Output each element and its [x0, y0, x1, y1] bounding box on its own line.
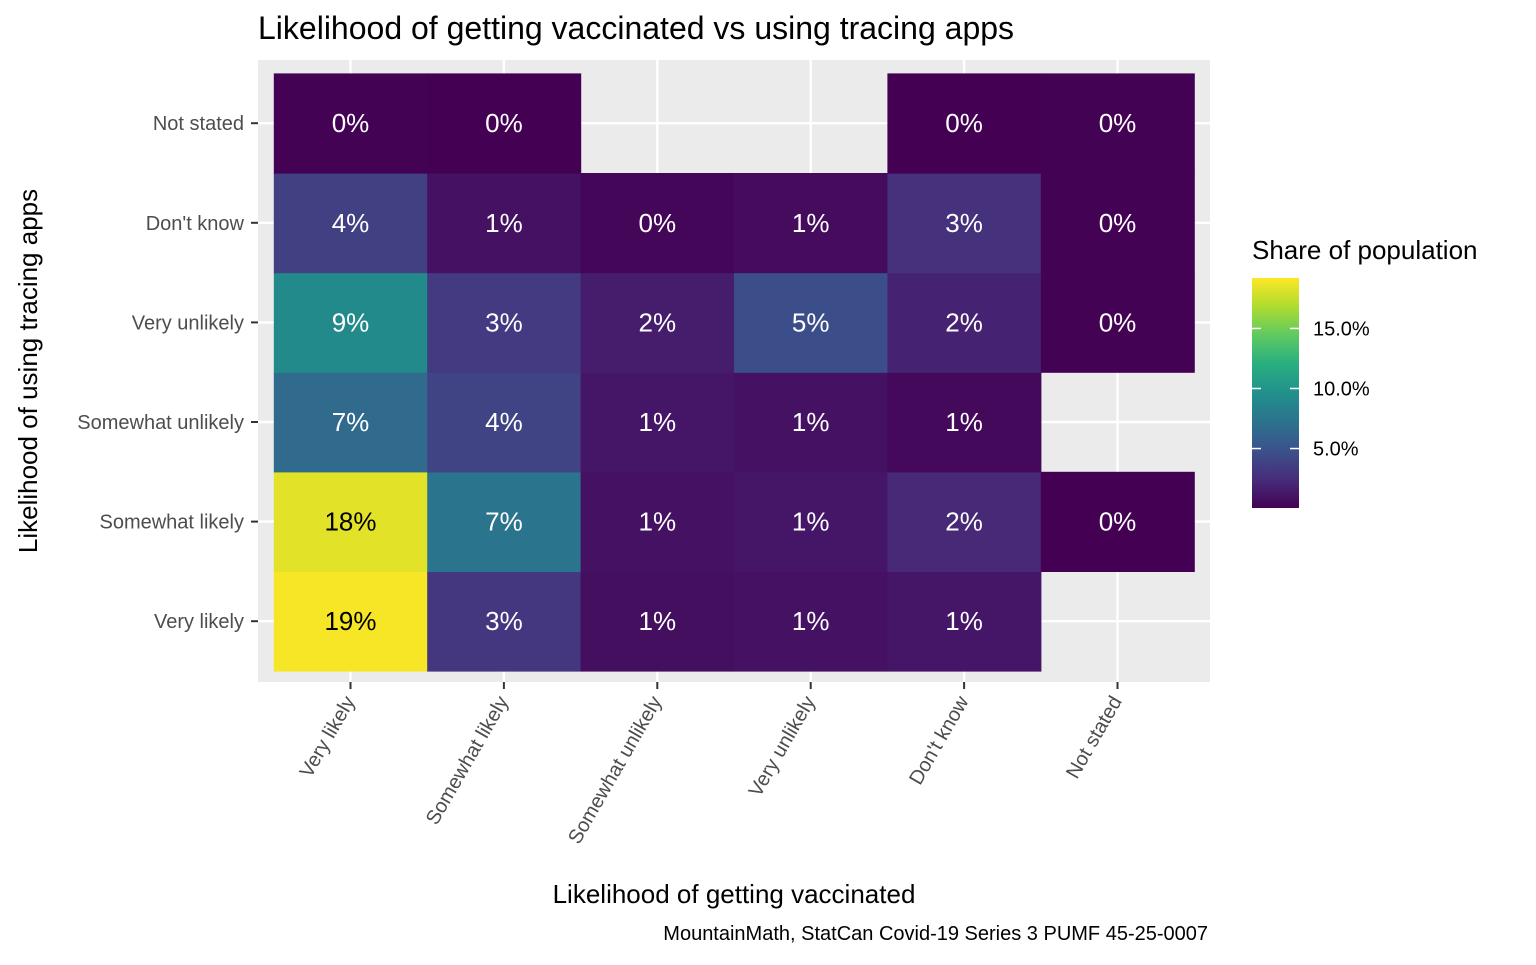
y-axis: Very likely Somewhat likely Somewhat unlik…: [77, 113, 258, 633]
x-axis-title: Likelihood of getting vaccinated: [553, 879, 916, 909]
cell-label: 1%: [945, 606, 983, 636]
cell-label: 3%: [945, 208, 983, 238]
x-tick-label: Don't know: [905, 692, 973, 789]
heatmap-cell: [427, 571, 582, 672]
legend-tick-label: 15.0%: [1313, 318, 1370, 340]
heatmap-cell: [887, 173, 1042, 274]
cell-label: 0%: [485, 108, 523, 138]
legend-ticks: 5.0% 10.0% 15.0%: [1252, 318, 1370, 461]
cell-label: 4%: [485, 407, 523, 437]
heatmap-cell: [273, 173, 428, 274]
y-tick-label: Don't know: [146, 213, 245, 235]
cell-label: 7%: [485, 507, 523, 537]
legend-title: Share of population: [1252, 235, 1478, 265]
y-tick-label: Very unlikely: [132, 312, 244, 334]
cell-label: 7%: [332, 407, 370, 437]
heatmap-cell: [734, 471, 888, 572]
heatmap-cell: [273, 73, 428, 174]
cell-label: 2%: [639, 307, 677, 337]
cell-label: 4%: [332, 208, 370, 238]
heatmap-cell: [427, 173, 582, 274]
heatmap-cell: [580, 173, 735, 274]
cell-label: 0%: [1099, 108, 1137, 138]
heatmap-cell: [887, 272, 1042, 373]
legend-colorbar: [1252, 278, 1299, 508]
cell-label: 1%: [485, 208, 523, 238]
heatmap-cell: [580, 571, 735, 672]
chart-caption: MountainMath, StatCan Covid-19 Series 3 …: [663, 923, 1208, 945]
heatmap-cell: [887, 571, 1042, 672]
cell-label: 2%: [945, 307, 983, 337]
legend: Share of population 5.0% 10.0% 15.0%: [1252, 235, 1478, 508]
cell-label: 5%: [792, 307, 830, 337]
x-tick-label: Very unlikely: [745, 693, 820, 801]
cell-label: 1%: [792, 606, 830, 636]
heatmap-cell: [580, 471, 735, 572]
heatmap-cell: [734, 272, 888, 373]
cell-label: 3%: [485, 307, 523, 337]
heatmap-cell: [1040, 73, 1195, 174]
cell-label: 0%: [1099, 208, 1137, 238]
heatmap-cell: [734, 571, 888, 672]
cell-label: 1%: [639, 407, 677, 437]
x-axis: Very likely Somewhat likely Somewhat unlik…: [296, 682, 1127, 848]
cell-label: 1%: [792, 507, 830, 537]
heatmap-cell: [1040, 272, 1195, 373]
heatmap-cell: [1040, 471, 1195, 572]
heatmap-cell: [273, 471, 428, 572]
heatmap-cell: [734, 372, 888, 473]
y-tick-label: Somewhat unlikely: [77, 412, 244, 434]
y-tick-label: Not stated: [153, 113, 244, 135]
cell-label: 1%: [945, 407, 983, 437]
heatmap-cell: [427, 73, 582, 174]
x-tick-label: Somewhat likely: [422, 693, 513, 829]
y-tick-label: Very likely: [154, 611, 244, 633]
heatmap-cell: [427, 272, 582, 373]
heatmap-cell: [580, 272, 735, 373]
cell-label: 2%: [945, 507, 983, 537]
heatmap-cell: [887, 471, 1042, 572]
heatmap-cell: [427, 471, 582, 572]
heatmap-cell: [887, 73, 1042, 174]
heatmap-cell: [580, 372, 735, 473]
heatmap-cells: [273, 73, 1195, 672]
heatmap-cell: [1040, 173, 1195, 274]
cell-label: 19%: [324, 606, 376, 636]
x-tick-label: Not stated: [1062, 693, 1127, 783]
cell-label: 0%: [1099, 507, 1137, 537]
cell-label: 3%: [485, 606, 523, 636]
cell-label: 0%: [1099, 307, 1137, 337]
x-tick-label: Somewhat unlikely: [564, 693, 666, 848]
cell-label: 0%: [332, 108, 370, 138]
legend-tick-label: 10.0%: [1313, 378, 1370, 400]
heatmap-cell: [273, 272, 428, 373]
cell-label: 1%: [792, 208, 830, 238]
chart-title: Likelihood of getting vaccinated vs usin…: [258, 10, 1014, 46]
cell-label: 1%: [639, 606, 677, 636]
legend-tick-label: 5.0%: [1313, 439, 1359, 461]
cell-label: 18%: [324, 507, 376, 537]
y-tick-label: Somewhat likely: [99, 512, 244, 534]
cell-label: 9%: [332, 307, 370, 337]
cell-label: 1%: [639, 507, 677, 537]
cell-labels: 19% 3% 1% 1% 1% 18% 7% 1% 1% 2% 0% 7% 4% 1% 1% 1% 9% 3% 2%…: [324, 108, 1136, 636]
heatmap-cell: [273, 372, 428, 473]
heatmap-cell: [273, 571, 428, 672]
heatmap-cell: [734, 173, 888, 274]
cell-label: 1%: [792, 407, 830, 437]
cell-label: 0%: [945, 108, 983, 138]
heatmap-cell: [887, 372, 1042, 473]
y-axis-title: Likelihood of using tracing apps: [13, 189, 43, 553]
x-tick-label: Very likely: [296, 693, 360, 782]
cell-label: 0%: [639, 208, 677, 238]
heatmap-cell: [427, 372, 582, 473]
